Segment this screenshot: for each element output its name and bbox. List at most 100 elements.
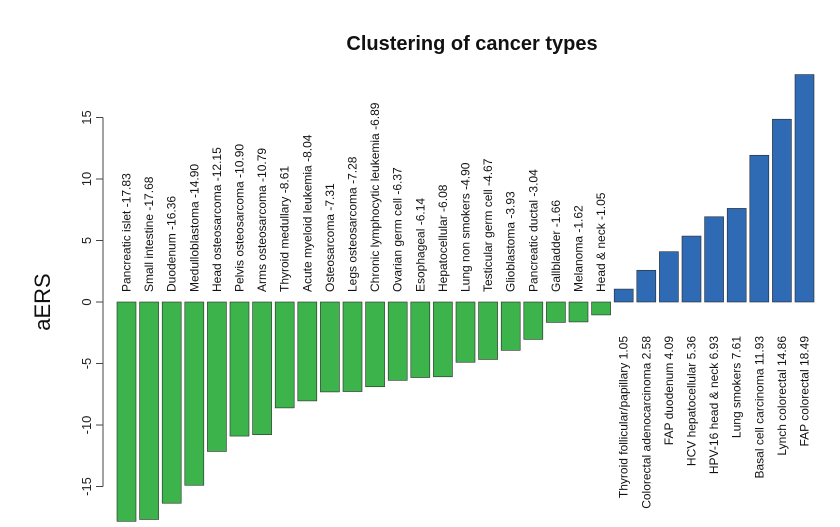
- bar-value-label: -7.28: [346, 156, 360, 184]
- bar-category-label: Basal cell carcinoma 11.93: [752, 336, 766, 479]
- category-name: Thyroid medullary: [278, 197, 292, 292]
- bar-category-label: Small intestine -17.68: [142, 176, 156, 292]
- category-name: Esophageal: [413, 229, 427, 292]
- bar-category-label: Thyroid follicular/papillary 1.05: [617, 336, 631, 498]
- bar-category-label: HPV-16 head & neck 6.93: [707, 336, 721, 474]
- y-tick-label: -5: [79, 358, 94, 370]
- bar: [116, 301, 137, 522]
- bar: [433, 301, 453, 378]
- category-name: Legs osteosarcoma: [346, 187, 360, 292]
- bar-value-label: -3.04: [526, 169, 540, 197]
- bar-category-label: Acute myeloid leukemia -8.04: [300, 134, 314, 292]
- category-name: HPV-16 head & neck: [707, 362, 721, 474]
- bar: [410, 301, 431, 378]
- bar: [704, 216, 724, 303]
- bar: [342, 301, 363, 392]
- bars: [116, 74, 815, 522]
- bar: [455, 301, 476, 363]
- bar-category-label: Legs osteosarcoma -7.28: [346, 156, 360, 292]
- bar-value-label: -14.90: [187, 164, 201, 198]
- bar-category-label: Lynch colorectal 14.86: [775, 336, 789, 456]
- bar-value-label: 7.61: [730, 336, 744, 360]
- category-name: Lung non smokers: [459, 193, 473, 292]
- bar-category-label: FAP colorectal 18.49: [798, 336, 812, 447]
- bar: [749, 154, 770, 303]
- bar: [184, 301, 205, 486]
- bar-category-label: Gallbladder -1.66: [549, 200, 563, 292]
- bar-value-label: -6.08: [436, 184, 450, 212]
- bar-value-label: 11.93: [752, 336, 766, 365]
- bar-value-label: -1.05: [594, 192, 608, 220]
- bar-value-label: -8.04: [300, 134, 314, 162]
- category-name: Medulloblastoma: [187, 201, 201, 292]
- category-name: Basal cell carcinoma: [752, 368, 766, 478]
- bar-value-label: 18.49: [798, 336, 812, 366]
- bar: [207, 301, 227, 452]
- bar-value-label: 14.86: [775, 336, 789, 366]
- category-name: Ovarian germ cell: [391, 198, 405, 292]
- bar: [478, 301, 498, 360]
- category-name: Hepatocellular: [436, 215, 450, 292]
- bar-labels: Pancreatic islet -17.83 Small intestine -…: [120, 102, 812, 509]
- bar-category-label: Lung non smokers -4.90: [459, 162, 473, 292]
- bar-value-label: 2.58: [639, 336, 653, 360]
- bar-value-label: -6.37: [391, 167, 405, 195]
- bar-category-label: Lung smokers 7.61: [730, 336, 744, 438]
- bar: [726, 208, 747, 303]
- bar: [365, 301, 385, 388]
- bar: [500, 301, 521, 351]
- category-name: Osteosarcoma: [323, 214, 337, 292]
- bar-value-label: 5.36: [685, 336, 699, 360]
- bar: [523, 301, 544, 340]
- y-tick-label: -15: [79, 477, 94, 496]
- bar-value-label: -4.67: [481, 158, 495, 186]
- category-name: Acute myeloid leukemia: [300, 165, 314, 292]
- category-name: Thyroid follicular/papillary: [617, 363, 631, 498]
- bar-value-label: -3.93: [504, 191, 518, 219]
- y-axis-ticks: -15 -10 -5 0 5 10 15: [79, 110, 103, 496]
- bar: [252, 301, 272, 436]
- bar-value-label: 6.93: [707, 336, 721, 360]
- bar-category-label: Thyroid medullary -8.61: [278, 166, 292, 292]
- category-name: Small intestine: [142, 214, 156, 292]
- bar-value-label: 1.05: [617, 336, 631, 360]
- bar-category-label: Colorectal adenocarcinoma 2.58: [639, 336, 653, 509]
- bar: [659, 251, 679, 303]
- category-name: Head osteosarcoma: [210, 184, 224, 292]
- bar-value-label: -12.15: [210, 147, 224, 181]
- bar-category-label: Arms osteosarcoma -10.79: [255, 148, 269, 292]
- category-name: Testicular germ cell: [481, 189, 495, 292]
- bar-category-label: Head & neck -1.05: [594, 192, 608, 292]
- bar: [161, 301, 182, 504]
- category-name: HCV hepatocellular: [685, 363, 699, 466]
- category-name: Pancreatic ductal: [526, 200, 540, 292]
- bar-value-label: -6.14: [413, 198, 427, 226]
- y-tick-label: -10: [79, 416, 94, 435]
- bar: [387, 301, 408, 381]
- category-name: Duodenum: [165, 233, 179, 292]
- bar-value-label: -1.62: [572, 205, 586, 233]
- bar: [320, 301, 340, 393]
- bar-value-label: -10.90: [233, 144, 247, 178]
- bar-category-label: Pancreatic ductal -3.04: [526, 169, 540, 292]
- category-name: Pancreatic islet: [120, 210, 134, 292]
- bar-category-label: Pancreatic islet -17.83: [120, 173, 134, 292]
- bar: [274, 301, 295, 409]
- bar-value-label: -4.90: [459, 162, 473, 190]
- bar: [229, 301, 250, 437]
- bar-value-label: -8.61: [278, 166, 292, 194]
- bar-category-label: Ovarian germ cell -6.37: [391, 167, 405, 292]
- category-name: Glioblastoma: [504, 222, 518, 292]
- bar-category-label: Duodenum -16.36: [165, 196, 179, 292]
- bar-category-label: Pelvis osteosarcoma -10.90: [233, 144, 247, 292]
- bar-category-label: Melanoma -1.62: [572, 205, 586, 292]
- bar: [139, 301, 159, 520]
- category-name: FAP duodenum: [662, 363, 676, 446]
- bar-category-label: Testicular germ cell -4.67: [481, 158, 495, 292]
- bar: [546, 301, 566, 323]
- bar: [681, 235, 702, 303]
- bar-value-label: -17.68: [142, 176, 156, 210]
- bar-value-label: -10.79: [255, 148, 269, 182]
- chart-title: Clustering of cancer types: [346, 33, 597, 55]
